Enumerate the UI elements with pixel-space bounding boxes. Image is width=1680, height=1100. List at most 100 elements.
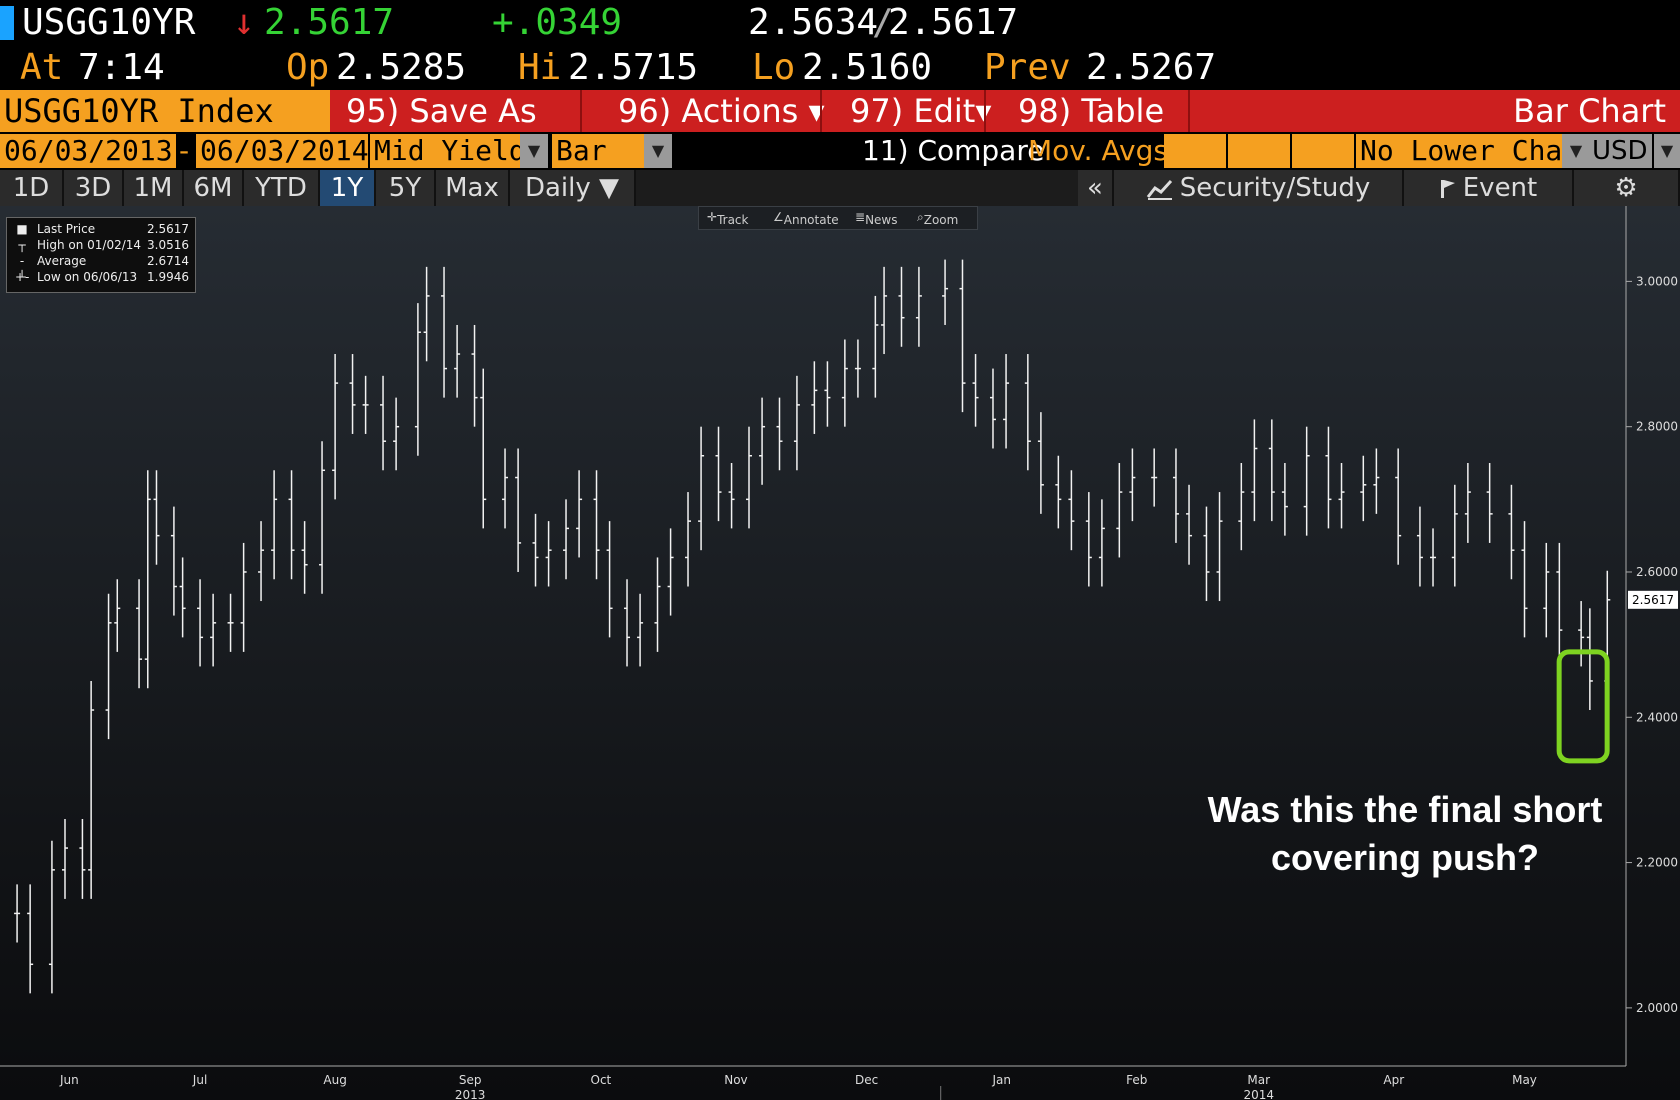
price-bar	[624, 579, 631, 667]
period-max-button[interactable]: Max	[436, 170, 510, 206]
menu-divider	[984, 90, 986, 132]
price-bar	[258, 521, 265, 602]
period-3d-button[interactable]: 3D	[64, 170, 124, 206]
price-bar	[1508, 484, 1515, 580]
zoom-tool[interactable]: ⌕ Zoom	[917, 210, 959, 227]
mov-avg-field-2[interactable]	[1228, 134, 1290, 168]
price-bar	[593, 470, 600, 580]
legend-square-icon: ■	[16, 222, 28, 236]
price-bar	[915, 266, 922, 347]
price-bar	[153, 470, 160, 565]
x-tick-label: Sep	[459, 1073, 482, 1087]
price-bar	[27, 884, 34, 994]
field-select[interactable]: Mid Yield	[370, 134, 526, 168]
legend-value: 3.0516	[147, 238, 189, 252]
quote-time: 7:14	[78, 47, 165, 88]
mov-avg-field-3[interactable]	[1292, 134, 1354, 168]
chevron-down-icon[interactable]: ▼	[1654, 134, 1680, 168]
menu-divider	[1188, 90, 1190, 132]
price-bar	[1416, 506, 1423, 587]
end-date-field[interactable]: 06/03/2014	[196, 134, 369, 168]
last-price-marker	[1628, 590, 1678, 609]
event-button[interactable]: Event	[1404, 170, 1574, 206]
price-bar	[1116, 463, 1123, 558]
price-bar	[271, 470, 278, 580]
ohlc-chart: 3.0000 2.8000 2.6000 2.4000 2.2000 2.0000 Jun J…	[0, 206, 1678, 1100]
annotate-tool[interactable]: ∠ Annotate	[773, 210, 839, 227]
price-bar	[1486, 463, 1493, 543]
x-tick-label: Aug	[323, 1073, 346, 1087]
price-bar	[380, 375, 387, 471]
lower-chart-select[interactable]: No Lower Chart	[1356, 134, 1596, 168]
x-tick-label: Mar	[1247, 1073, 1270, 1087]
price-bar	[502, 448, 509, 529]
save-as-button[interactable]: 95) Save As	[346, 92, 537, 130]
legend-label: Low on 06/06/13	[37, 270, 138, 284]
price-bar	[1586, 608, 1593, 711]
period-1d-button[interactable]: 1D	[0, 170, 64, 206]
period-ytd-button[interactable]: YTD	[244, 170, 320, 206]
period-1y-button[interactable]: 1Y	[320, 170, 376, 206]
edit-menu[interactable]: 97) Edit▾	[850, 92, 992, 130]
high-value: 2.5715	[568, 47, 699, 88]
price-bar	[942, 259, 949, 325]
price-bar	[824, 361, 831, 427]
chart-line-icon	[1146, 179, 1172, 200]
chevron-down-icon[interactable]: ▼	[644, 134, 672, 168]
x-tick-label: Jan	[991, 1073, 1011, 1087]
menu-divider	[580, 90, 582, 132]
price-bar	[1251, 419, 1258, 522]
currency-select[interactable]: USD	[1590, 134, 1652, 168]
y-tick-label: 2.0000	[1636, 1001, 1678, 1015]
x-tick-label: Feb	[1126, 1073, 1147, 1087]
chart-settings-row: 06/03/2013 - 06/03/2014 Mid Yield ▼ Bar …	[0, 132, 1680, 170]
frequency-dropdown[interactable]: Daily ▼	[510, 170, 636, 206]
price-bar	[637, 593, 644, 667]
security-index-field[interactable]: USGG10YR Index	[0, 90, 330, 132]
x-tick-label: Jun	[59, 1073, 79, 1087]
x-tick-label: Dec	[855, 1073, 878, 1087]
legend-label: Last Price	[37, 222, 96, 236]
security-study-button[interactable]: Security/Study	[1114, 170, 1404, 206]
chart-style-select[interactable]: Bar	[552, 134, 644, 168]
compare-button[interactable]: 11) Compare	[862, 134, 1045, 167]
price-bar	[48, 840, 55, 994]
chevron-down-icon[interactable]: ▼	[1562, 134, 1590, 168]
settings-gear-icon[interactable]: ⚙	[1574, 170, 1680, 206]
start-date-field[interactable]: 06/03/2013	[0, 134, 176, 168]
price-bar	[1303, 426, 1310, 536]
table-button[interactable]: 98) Table	[1018, 92, 1165, 130]
price-bar	[454, 324, 461, 398]
year-label: 2013	[455, 1088, 486, 1100]
x-tick-label: Jul	[192, 1073, 207, 1087]
price-bar	[210, 593, 217, 667]
collapse-icon[interactable]: «	[1078, 170, 1114, 206]
price-bar	[685, 492, 692, 587]
legend-row-low: ┴ Low on 06/06/13 1.9946	[7, 269, 195, 285]
price-bar	[332, 354, 339, 500]
price-bar	[1151, 448, 1158, 507]
y-tick-label: 2.8000	[1636, 420, 1678, 434]
price-bar	[1360, 455, 1367, 522]
legend-label: Average	[37, 254, 87, 268]
price-bar	[841, 339, 848, 427]
ticker: USGG10YR	[22, 2, 196, 43]
date-range-dash: -	[179, 134, 190, 167]
price-bar	[1024, 354, 1031, 471]
news-tool[interactable]: ≣ News	[855, 210, 898, 227]
price-bar	[105, 593, 112, 740]
price-bar	[1430, 528, 1437, 587]
legend-label: High on 01/02/14	[37, 238, 142, 252]
period-5y-button[interactable]: 5Y	[376, 170, 436, 206]
price-bar	[1395, 448, 1402, 565]
price-bar	[1268, 419, 1275, 522]
price-bar	[61, 818, 68, 899]
actions-menu[interactable]: 96) Actions ▾	[618, 92, 825, 130]
track-tool[interactable]: ✛ Track	[707, 210, 749, 227]
price-bar	[414, 303, 421, 456]
mov-avg-field-1[interactable]	[1164, 134, 1226, 168]
period-6m-button[interactable]: 6M	[184, 170, 244, 206]
chevron-down-icon[interactable]: ▼	[520, 134, 548, 168]
period-1m-button[interactable]: 1M	[124, 170, 184, 206]
price-bar	[811, 361, 818, 434]
